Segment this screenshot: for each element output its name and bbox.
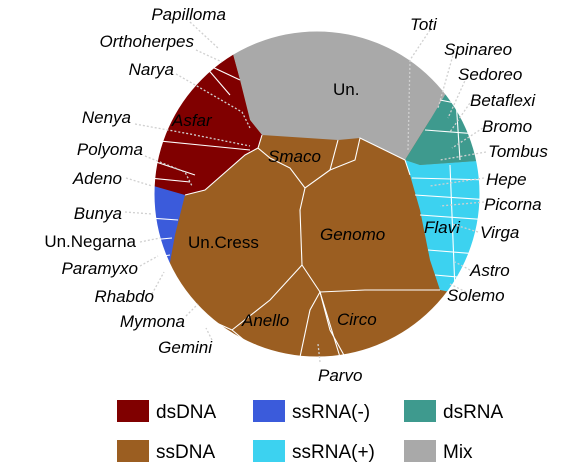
legend-label-mix: Mix: [443, 442, 473, 463]
label-tombus: Tombus: [488, 142, 548, 161]
legend-swatch-ssrna-pos: [253, 440, 285, 462]
treemap-cells: [154, 31, 480, 357]
label-parvo: Parvo: [318, 366, 362, 385]
label-paramyxo: Paramyxo: [61, 259, 138, 278]
label-virga: Virga: [480, 223, 519, 242]
cell-label-flavi: Flavi: [424, 218, 461, 237]
legend-label-ssrna-pos: ssRNA(+): [292, 442, 375, 463]
legend-swatch-mix: [404, 440, 436, 462]
cell-border-ssrnapos-v: [449, 164, 456, 291]
label-mymona: Mymona: [120, 312, 185, 331]
cell-border-negarna: [154, 237, 173, 241]
cell-border-adeno: [154, 177, 191, 183]
cell-label-un-cress: Un.Cress: [188, 233, 259, 252]
label-bromo: Bromo: [482, 117, 532, 136]
cell-label-genomo: Genomo: [320, 225, 385, 244]
label-astro: Astro: [469, 261, 510, 280]
label-polyoma: Polyoma: [77, 140, 143, 159]
cell-border-asfar-bottom: [154, 139, 251, 151]
treemap-boundary: [153, 30, 481, 358]
legend-swatch-dsrna: [404, 400, 436, 422]
label-nenya: Nenya: [82, 108, 131, 127]
label-sedoreo: Sedoreo: [458, 65, 522, 84]
cell-border-smaco-genomo: [329, 137, 411, 176]
cell-border-parvo: [299, 290, 341, 357]
legend-swatch-ssdna: [117, 440, 149, 462]
label-bunya: Bunya: [74, 204, 122, 223]
label-orthoherpes: Orthoherpes: [100, 32, 195, 51]
cell-label-un: Un.: [333, 80, 359, 99]
label-hepe: Hepe: [486, 170, 527, 189]
outer-labels: Papilloma Orthoherpes Narya Nenya Polyom…: [44, 5, 548, 385]
cell-border-genomo-bottom: [319, 289, 440, 293]
label-gemini: Gemini: [158, 338, 213, 357]
legend-swatch-ssrna-neg: [253, 400, 285, 422]
cell-border-uncress-genomo: [299, 187, 321, 293]
legend-label-dsdna: dsDNA: [156, 402, 217, 423]
legend-label-dsrna: dsRNA: [443, 402, 504, 423]
label-toti: Toti: [410, 15, 438, 34]
label-betaflexi: Betaflexi: [470, 91, 536, 110]
label-un-negarna: Un.Negarna: [44, 232, 136, 251]
cell-label-smaco: Smaco: [268, 147, 321, 166]
leader-lines: [124, 21, 487, 363]
label-rhabdo: Rhabdo: [94, 287, 154, 306]
cell-label-asfar: Asfar: [171, 111, 213, 130]
legend-label-ssdna: ssDNA: [156, 442, 215, 463]
label-papilloma: Papilloma: [151, 5, 226, 24]
label-spinareo: Spinareo: [444, 40, 512, 59]
cell-un-mix: [225, 31, 460, 160]
cell-border-uncress-left: [184, 147, 259, 196]
legend-swatch-dsdna: [117, 400, 149, 422]
label-narya: Narya: [129, 60, 174, 79]
legend: dsDNA ssRNA(-) dsRNA ssDNA ssRNA(+) Mix: [117, 400, 504, 463]
label-picorna: Picorna: [484, 195, 542, 214]
label-solemo: Solemo: [447, 286, 505, 305]
cell-border-picorna: [414, 194, 480, 201]
legend-label-ssrna-neg: ssRNA(-): [292, 402, 370, 423]
label-adeno: Adeno: [72, 169, 122, 188]
cell-label-circo: Circo: [337, 310, 377, 329]
cell-border-anello-top: [231, 264, 303, 331]
cell-label-anello: Anello: [241, 311, 289, 330]
